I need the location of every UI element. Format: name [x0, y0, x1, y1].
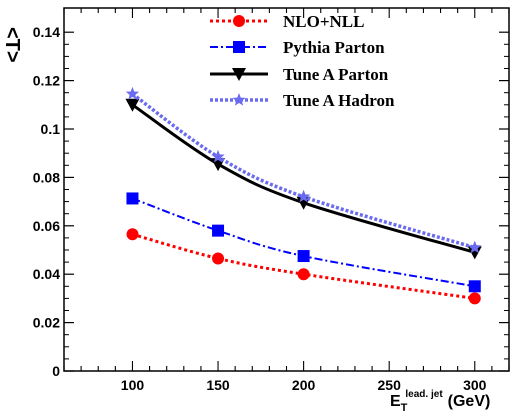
marker-square [126, 192, 139, 205]
x-axis-title-sup: lead. jet [405, 389, 443, 400]
x-tick-label: 150 [206, 377, 230, 393]
legend-entry: NLO+NLL [210, 12, 364, 31]
legend-label: Tune A Parton [283, 65, 389, 84]
marker-square [233, 41, 245, 53]
marker-circle [468, 292, 481, 305]
series-pythia-parton [126, 192, 481, 293]
marker-star [296, 189, 311, 203]
series-line [131, 92, 476, 250]
marker-star [211, 149, 225, 163]
x-axis-title-sub: T [401, 402, 408, 414]
series-line [132, 232, 475, 300]
series-layer [125, 86, 482, 305]
x-tick-label: 100 [121, 377, 145, 393]
marker-circle [233, 15, 245, 27]
legend-label: Pythia Parton [283, 38, 385, 57]
marker-square [297, 250, 310, 263]
legend-label: Tune A Hadron [283, 91, 395, 110]
axes: 0 0.02 0.04 0.06 0.08 0.1 0.12 0.14 100 150 200 250… [33, 8, 510, 393]
marker-circle [297, 268, 310, 281]
x-tick-label: 200 [292, 377, 316, 393]
marker-triangle-down [125, 98, 140, 112]
series-tune-a-hadron [125, 86, 482, 254]
marker-triangle-down [467, 246, 482, 260]
y-tick-label: 0.14 [33, 24, 60, 40]
legend-label: NLO+NLL [283, 12, 364, 31]
x-axis-title-main: E [390, 393, 401, 410]
x-tick-label: 300 [463, 377, 487, 393]
y-tick-label: 0.1 [41, 121, 61, 137]
y-axis-label: <T> [1, 27, 23, 63]
x-axis-title: ETlead. jet (GeV) [390, 389, 490, 414]
marker-triangle-down [232, 68, 246, 81]
legend: NLO+NLL Pythia Parton Tune A Parton Tune A … [210, 12, 395, 110]
x-axis-label: ETlead. jet (GeV) [390, 389, 490, 414]
y-axis-title: <T> [1, 27, 23, 63]
marker-circle [126, 228, 139, 241]
x-axis-title-unit: (GeV) [448, 393, 491, 410]
y-tick-label: 0.12 [33, 73, 60, 89]
marker-circle [212, 252, 225, 265]
marker-star [232, 93, 246, 106]
legend-entry: Tune A Hadron [210, 91, 395, 110]
marker-star [468, 240, 482, 254]
marker-star [125, 86, 140, 100]
legend-entry: Tune A Parton [210, 65, 389, 84]
legend-entry: Pythia Parton [210, 38, 385, 57]
y-tick-label: 0.02 [33, 315, 60, 331]
y-tick-label: 0.06 [33, 218, 60, 234]
y-tick-label: 0.08 [33, 169, 60, 185]
x-tick-label: 250 [378, 377, 402, 393]
series-line [132, 197, 475, 288]
series-nlo-nll [126, 228, 481, 305]
marker-triangle-down [296, 196, 311, 210]
y-tick-label: 0.04 [33, 266, 60, 282]
y-tick-label: 0 [52, 363, 60, 379]
marker-square [468, 280, 481, 293]
marker-square [212, 224, 225, 237]
series-line [131, 103, 476, 254]
